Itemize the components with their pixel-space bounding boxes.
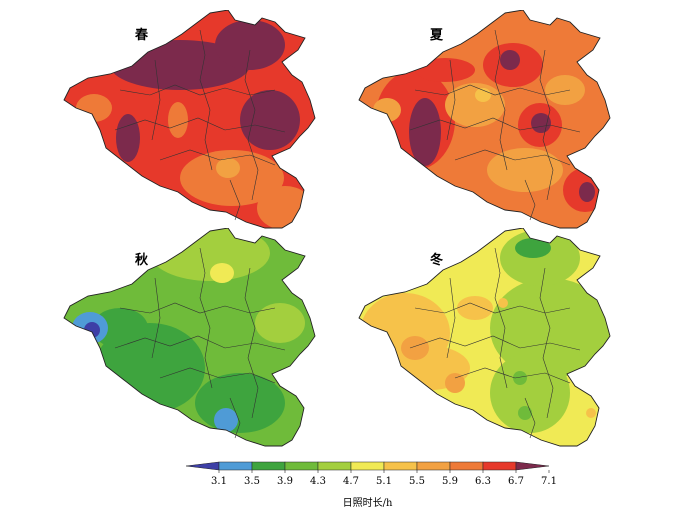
colorbar-segment bbox=[284, 461, 319, 471]
colorbar-tick-label: 4.3 bbox=[310, 476, 326, 487]
colorbar-title: 日照时长/h bbox=[342, 498, 393, 509]
colorbar-tick-label: 3.1 bbox=[211, 476, 227, 487]
colorbar-tick-label: 6.7 bbox=[508, 476, 524, 487]
colorbar-tick-label: 3.9 bbox=[277, 476, 293, 487]
colorbar-segment bbox=[515, 461, 550, 471]
colorbar-segment bbox=[317, 461, 352, 471]
colorbar-tick-label: 7.1 bbox=[541, 476, 557, 487]
map-panel-autumn bbox=[60, 228, 320, 453]
colorbar-legend: 3.1 3.5 3.9 4.3 4.7 5.1 5.5 5.9 6.3 6.7 7.1 日照时长/h bbox=[180, 458, 557, 509]
colorbar-segment bbox=[218, 461, 253, 471]
colorbar-tick-label: 5.5 bbox=[409, 476, 425, 487]
province-map-spring bbox=[63, 10, 316, 229]
colorbar-tick-label: 6.3 bbox=[475, 476, 491, 487]
province-map-autumn bbox=[63, 228, 316, 447]
colorbar-segment bbox=[185, 461, 220, 471]
colorbar-tick-label: 5.1 bbox=[376, 476, 392, 487]
colorbar-segment bbox=[449, 461, 484, 471]
colorbar-tick-label: 5.9 bbox=[442, 476, 458, 487]
season-label-summer: 夏 bbox=[430, 28, 444, 43]
colorbar-segment bbox=[482, 461, 517, 471]
season-label-winter: 冬 bbox=[430, 253, 444, 268]
colorbar bbox=[185, 461, 550, 473]
colorbar-segment bbox=[350, 461, 385, 471]
colorbar-tick-label: 4.7 bbox=[343, 476, 359, 487]
map-panel-summer bbox=[355, 10, 615, 235]
colorbar-segment bbox=[251, 461, 286, 471]
province-map-summer bbox=[358, 10, 611, 229]
season-label-autumn: 秋 bbox=[135, 253, 149, 268]
province-map-winter bbox=[358, 228, 611, 447]
colorbar-segment bbox=[416, 461, 451, 471]
map-panel-spring bbox=[60, 10, 320, 235]
map-panel-winter bbox=[355, 228, 615, 453]
colorbar-segment bbox=[383, 461, 418, 471]
season-label-spring: 春 bbox=[135, 28, 149, 43]
colorbar-tick-label: 3.5 bbox=[244, 476, 260, 487]
